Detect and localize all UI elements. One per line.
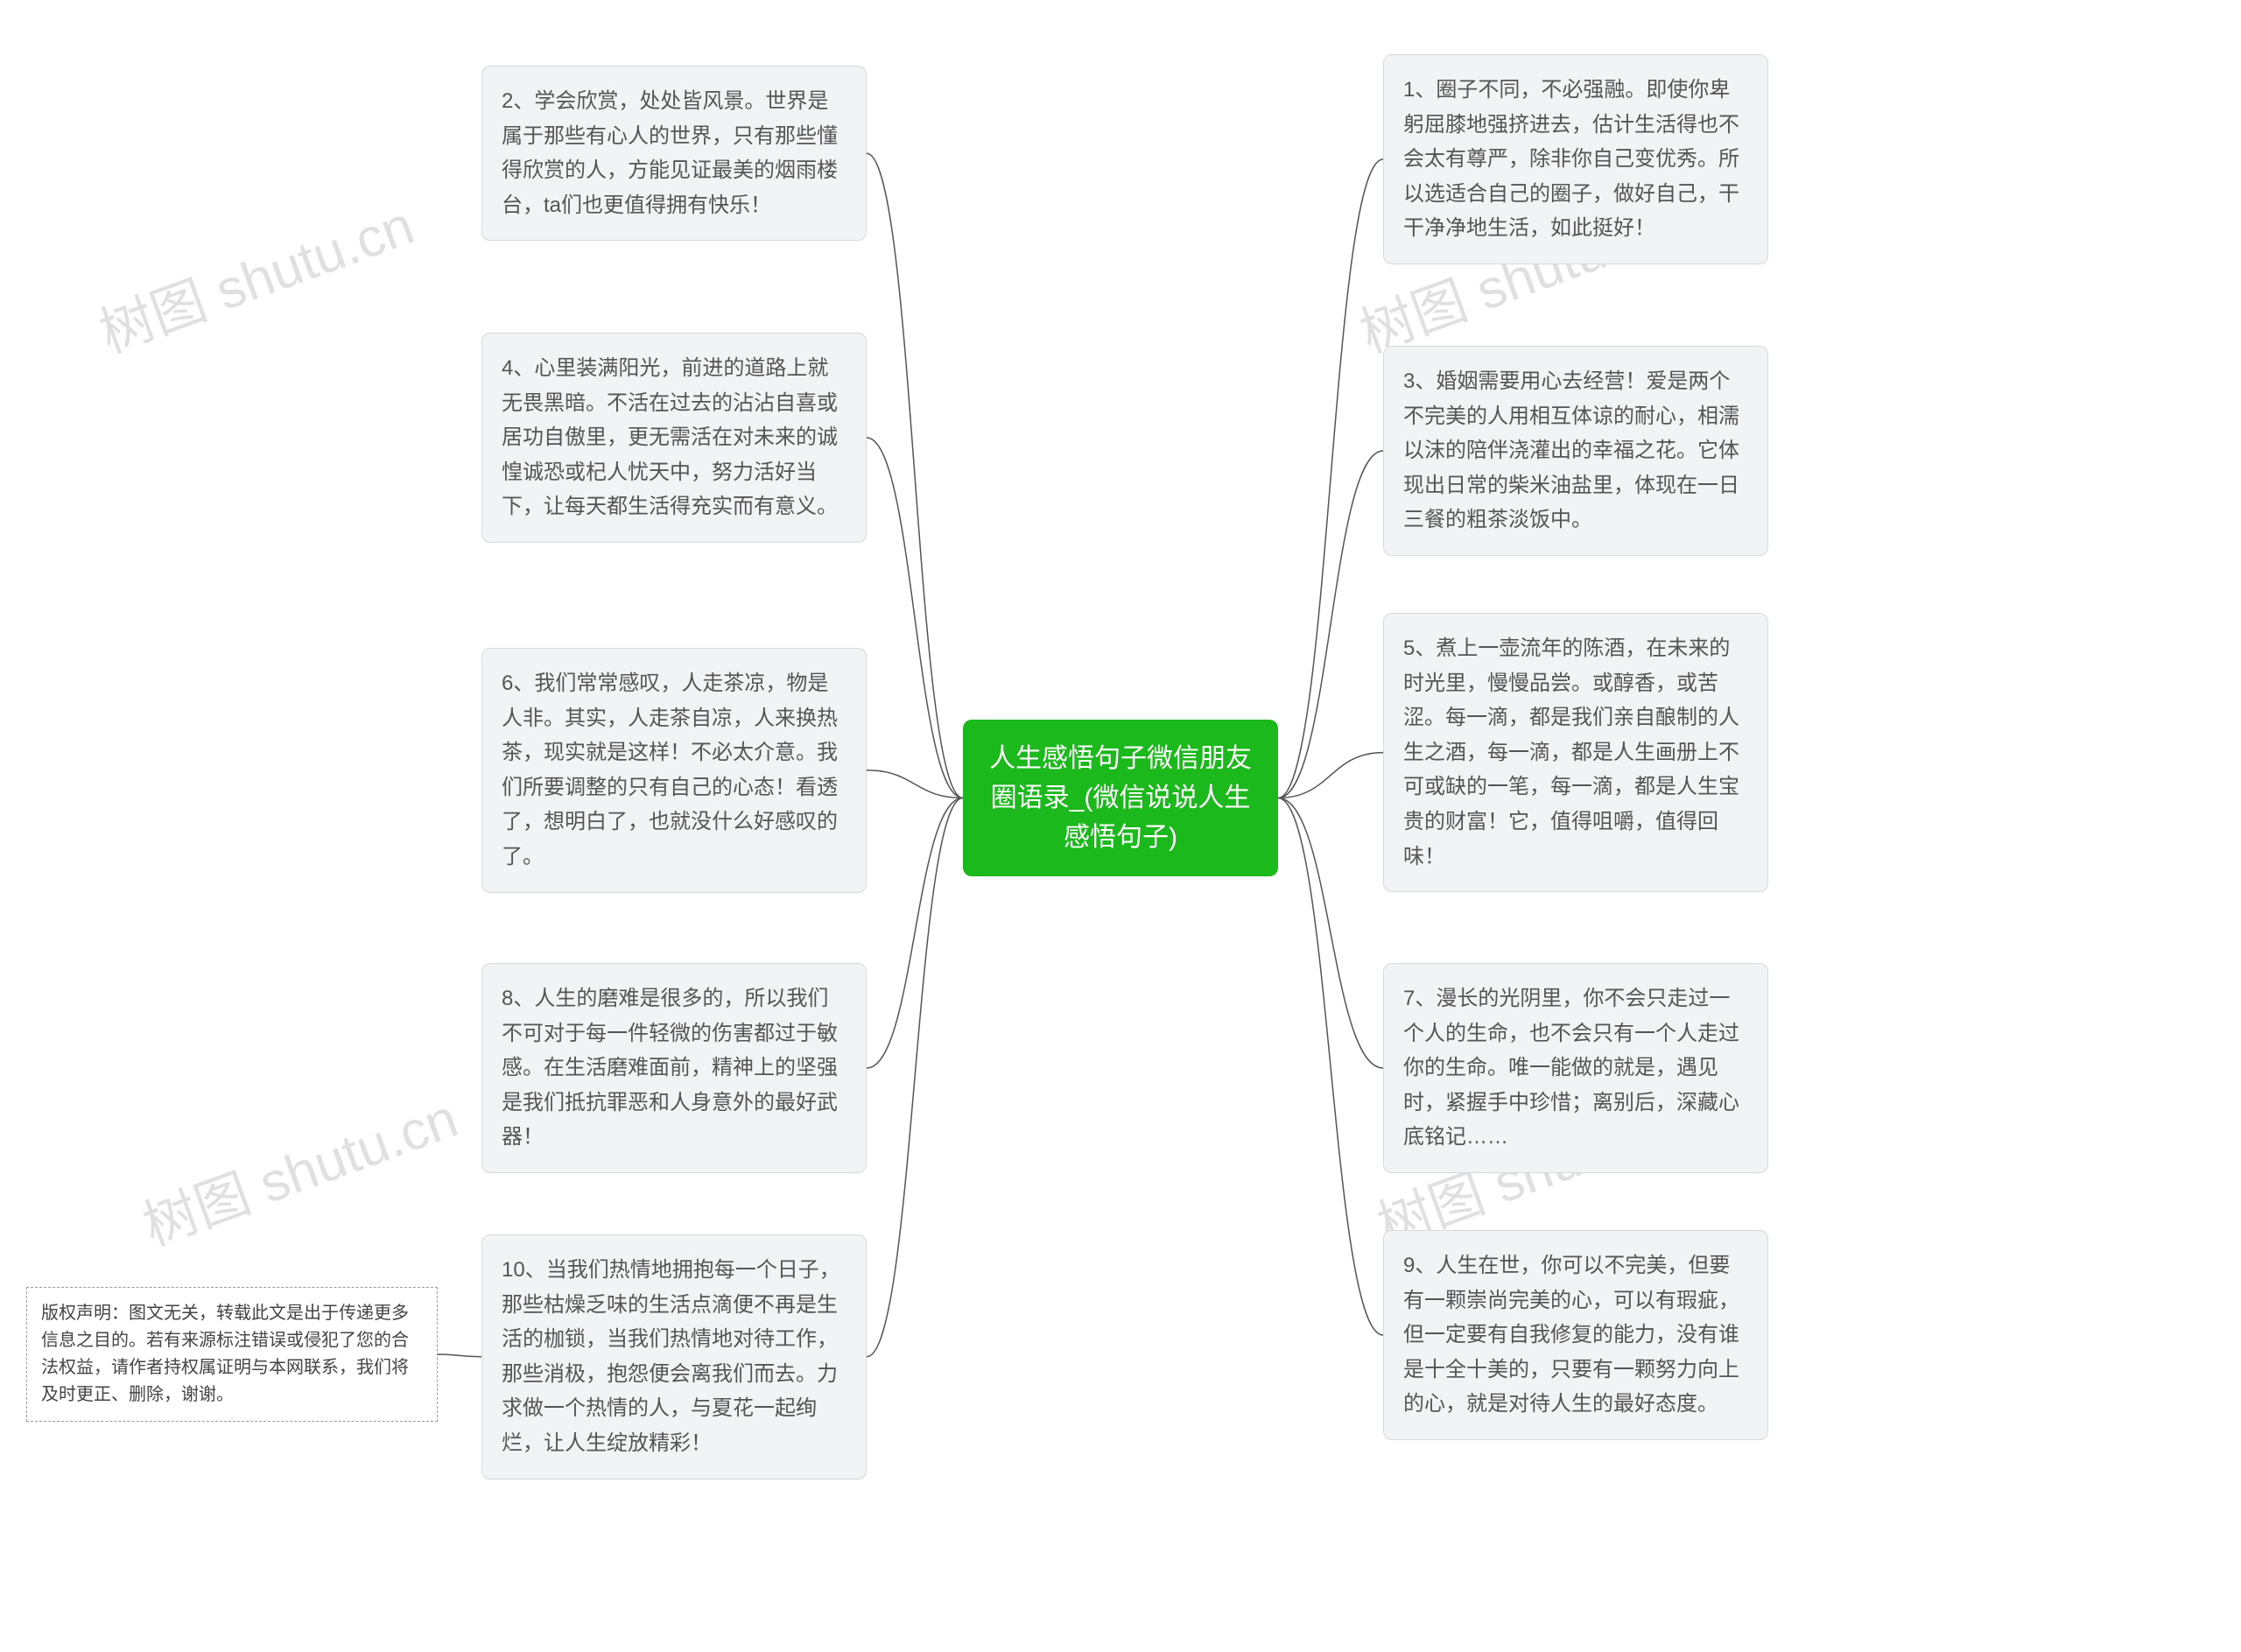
leaf-node-n4: 4、心里装满阳光，前进的道路上就无畏黑暗。不活在过去的沾沾自喜或居功自傲里，更无…	[481, 333, 867, 543]
leaf-node-n10: 10、当我们热情地拥抱每一个日子，那些枯燥乏味的生活点滴便不再是生活的枷锁，当我…	[481, 1234, 867, 1480]
mindmap-canvas: 树图 shutu.cn树图 shutu.cn树图 shutu.cn树图 shut…	[0, 0, 2241, 1652]
leaf-node-n9: 9、人生在世，你可以不完美，但要有一颗崇尚完美的心，可以有瑕疵，但一定要有自我修…	[1383, 1230, 1768, 1440]
center-node: 人生感悟句子微信朋友圈语录_(微信说说人生感悟句子)	[963, 720, 1278, 876]
watermark: 树图 shutu.cn	[87, 181, 423, 368]
leaf-node-n6: 6、我们常常感叹，人走茶凉，物是人非。其实，人走茶自凉，人来换热茶，现实就是这样…	[481, 648, 867, 893]
leaf-node-n1: 1、圈子不同，不必强融。即使你卑躬屈膝地强挤进去，估计生活得也不会太有尊严，除非…	[1383, 54, 1768, 264]
leaf-node-n5: 5、煮上一壶流年的陈酒，在未来的时光里，慢慢品尝。或醇香，或苦涩。每一滴，都是我…	[1383, 613, 1768, 892]
leaf-node-n8: 8、人生的磨难是很多的，所以我们不可对于每一件轻微的伤害都过于敏感。在生活磨难面…	[481, 963, 867, 1173]
watermark: 树图 shutu.cn	[130, 1074, 467, 1261]
copyright-note: 版权声明：图文无关，转载此文是出于传递更多信息之目的。若有来源标注错误或侵犯了您…	[26, 1287, 438, 1422]
leaf-node-n3: 3、婚姻需要用心去经营！爱是两个不完美的人用相互体谅的耐心，相濡以沫的陪伴浇灌出…	[1383, 346, 1768, 556]
leaf-node-n7: 7、漫长的光阴里，你不会只走过一个人的生命，也不会只有一个人走过你的生命。唯一能…	[1383, 963, 1768, 1173]
leaf-node-n2: 2、学会欣赏，处处皆风景。世界是属于那些有心人的世界，只有那些懂得欣赏的人，方能…	[481, 66, 867, 241]
